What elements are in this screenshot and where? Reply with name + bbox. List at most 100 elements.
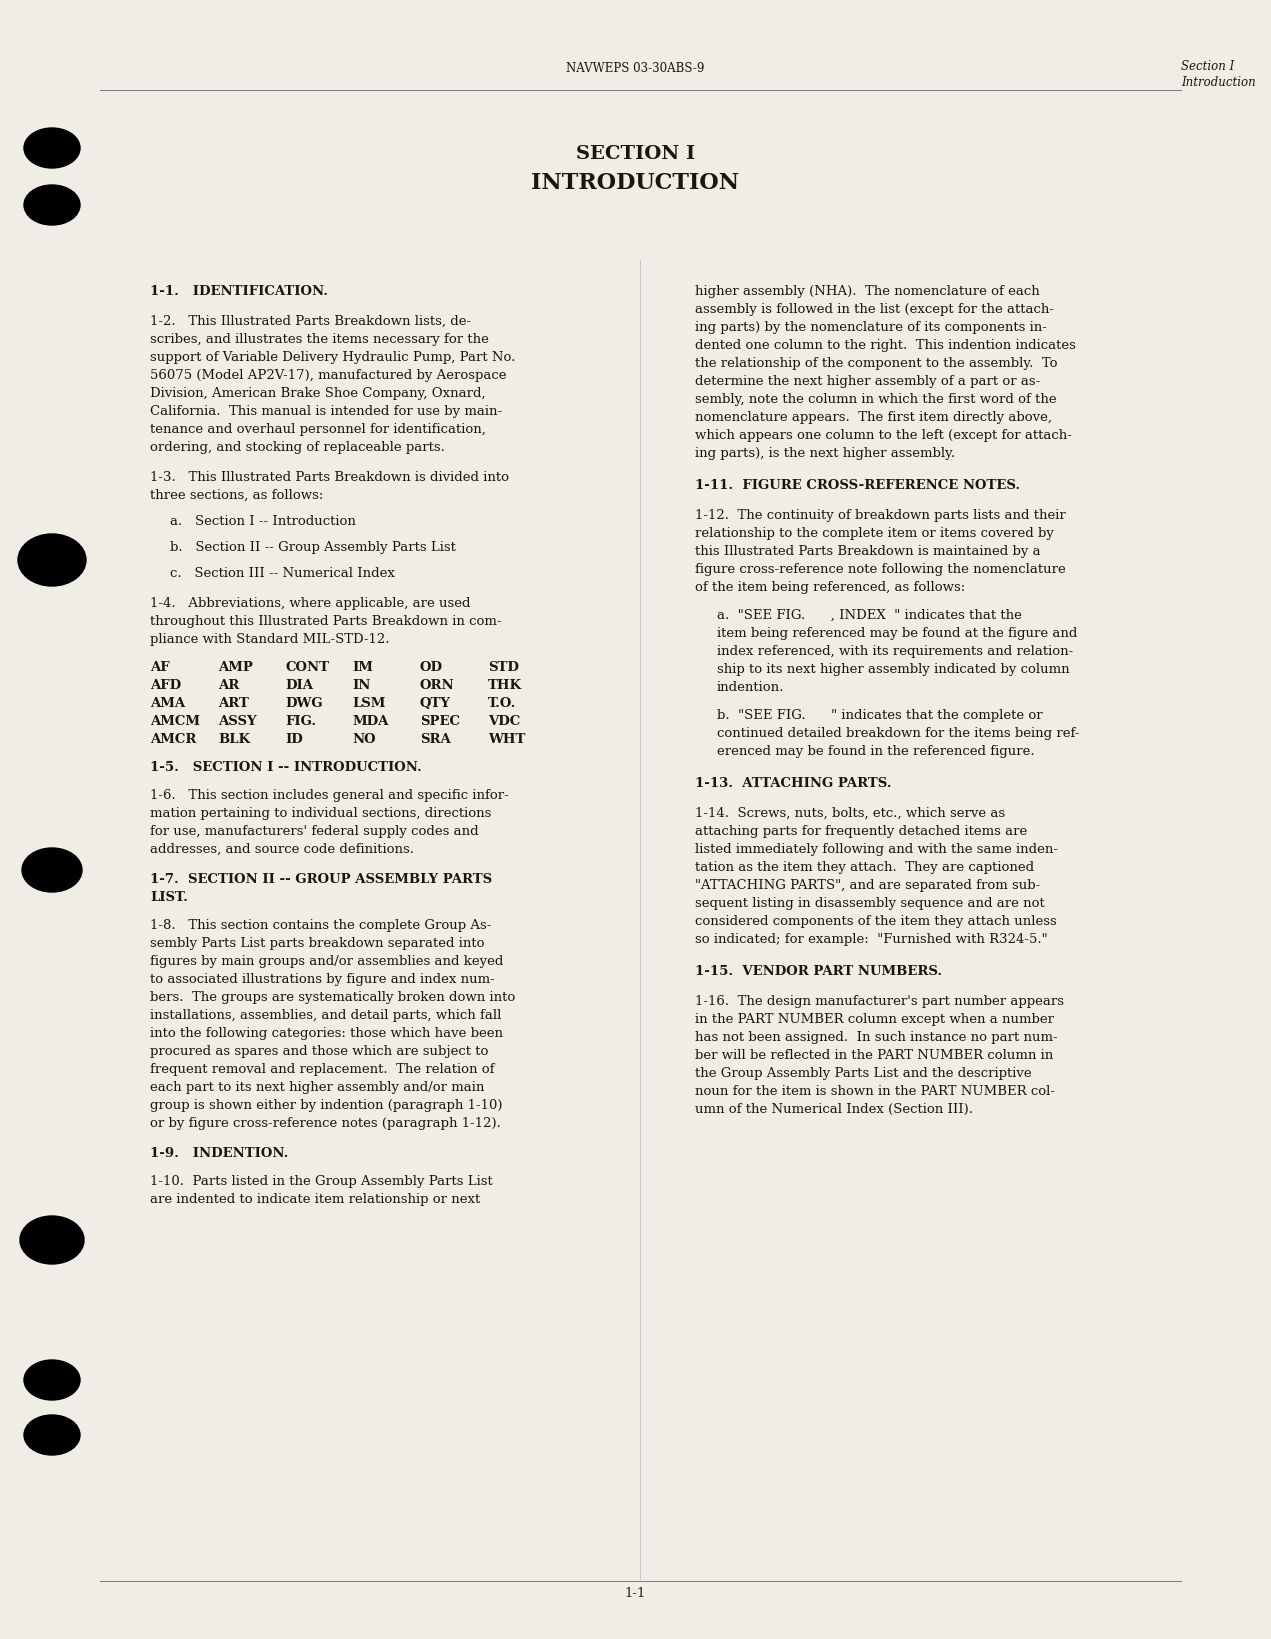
Text: are indented to indicate item relationship or next: are indented to indicate item relationsh… <box>150 1193 480 1206</box>
Text: IM: IM <box>352 661 372 674</box>
Text: T.O.: T.O. <box>488 697 516 710</box>
Text: LIST.: LIST. <box>150 892 188 905</box>
Text: for use, manufacturers' federal supply codes and: for use, manufacturers' federal supply c… <box>150 824 479 838</box>
Text: 1-4.   Abbreviations, where applicable, are used: 1-4. Abbreviations, where applicable, ar… <box>150 597 470 610</box>
Text: noun for the item is shown in the PART NUMBER col-: noun for the item is shown in the PART N… <box>695 1085 1055 1098</box>
Text: CONT: CONT <box>285 661 329 674</box>
Text: listed immediately following and with the same inden-: listed immediately following and with th… <box>695 842 1057 856</box>
Text: a.  "SEE FIG.      , INDEX  " indicates that the: a. "SEE FIG. , INDEX " indicates that th… <box>717 610 1022 621</box>
Text: ing parts), is the next higher assembly.: ing parts), is the next higher assembly. <box>695 447 955 461</box>
Text: AMA: AMA <box>150 697 186 710</box>
Text: each part to its next higher assembly and/or main: each part to its next higher assembly an… <box>150 1082 484 1093</box>
Text: attaching parts for frequently detached items are: attaching parts for frequently detached … <box>695 824 1027 838</box>
Text: NO: NO <box>352 733 376 746</box>
Text: this Illustrated Parts Breakdown is maintained by a: this Illustrated Parts Breakdown is main… <box>695 546 1041 557</box>
Text: ship to its next higher assembly indicated by column: ship to its next higher assembly indicat… <box>717 664 1070 675</box>
Text: the relationship of the component to the assembly.  To: the relationship of the component to the… <box>695 357 1057 370</box>
Text: AFD: AFD <box>150 679 182 692</box>
Text: which appears one column to the left (except for attach-: which appears one column to the left (ex… <box>695 429 1071 443</box>
Text: 1-1: 1-1 <box>625 1587 646 1600</box>
Text: sembly Parts List parts breakdown separated into: sembly Parts List parts breakdown separa… <box>150 938 484 951</box>
Ellipse shape <box>24 1360 80 1400</box>
Text: 1-5.   SECTION I -- INTRODUCTION.: 1-5. SECTION I -- INTRODUCTION. <box>150 760 422 774</box>
Text: 1-12.  The continuity of breakdown parts lists and their: 1-12. The continuity of breakdown parts … <box>695 510 1066 521</box>
Ellipse shape <box>22 847 83 892</box>
Text: BLK: BLK <box>219 733 250 746</box>
Text: 1-1.   IDENTIFICATION.: 1-1. IDENTIFICATION. <box>150 285 328 298</box>
Text: 1-11.  FIGURE CROSS-REFERENCE NOTES.: 1-11. FIGURE CROSS-REFERENCE NOTES. <box>695 479 1021 492</box>
Text: Division, American Brake Shoe Company, Oxnard,: Division, American Brake Shoe Company, O… <box>150 387 486 400</box>
Text: procured as spares and those which are subject to: procured as spares and those which are s… <box>150 1046 488 1059</box>
Text: 1-6.   This section includes general and specific infor-: 1-6. This section includes general and s… <box>150 788 508 801</box>
Text: frequent removal and replacement.  The relation of: frequent removal and replacement. The re… <box>150 1064 494 1075</box>
Text: addresses, and source code definitions.: addresses, and source code definitions. <box>150 842 414 856</box>
Text: SRA: SRA <box>419 733 451 746</box>
Text: three sections, as follows:: three sections, as follows: <box>150 488 323 502</box>
Text: the Group Assembly Parts List and the descriptive: the Group Assembly Parts List and the de… <box>695 1067 1032 1080</box>
Text: ART: ART <box>219 697 249 710</box>
Text: AMCR: AMCR <box>150 733 197 746</box>
Text: item being referenced may be found at the figure and: item being referenced may be found at th… <box>717 628 1078 639</box>
Text: 1-8.   This section contains the complete Group As-: 1-8. This section contains the complete … <box>150 919 492 933</box>
Text: AR: AR <box>219 679 239 692</box>
Text: installations, assemblies, and detail parts, which fall: installations, assemblies, and detail pa… <box>150 1010 501 1023</box>
Text: 1-2.   This Illustrated Parts Breakdown lists, de-: 1-2. This Illustrated Parts Breakdown li… <box>150 315 472 328</box>
Text: assembly is followed in the list (except for the attach-: assembly is followed in the list (except… <box>695 303 1054 316</box>
Text: b.   Section II -- Group Assembly Parts List: b. Section II -- Group Assembly Parts Li… <box>170 541 456 554</box>
Ellipse shape <box>18 534 86 587</box>
Text: scribes, and illustrates the items necessary for the: scribes, and illustrates the items neces… <box>150 333 489 346</box>
Text: INTRODUCTION: INTRODUCTION <box>531 172 740 193</box>
Text: figure cross-reference note following the nomenclature: figure cross-reference note following th… <box>695 564 1066 575</box>
Text: determine the next higher assembly of a part or as-: determine the next higher assembly of a … <box>695 375 1040 388</box>
Text: continued detailed breakdown for the items being ref-: continued detailed breakdown for the ite… <box>717 728 1079 739</box>
Ellipse shape <box>24 185 80 225</box>
Text: Introduction: Introduction <box>1181 75 1256 89</box>
Text: AF: AF <box>150 661 169 674</box>
Text: VDC: VDC <box>488 715 520 728</box>
Text: NAVWEPS 03-30ABS-9: NAVWEPS 03-30ABS-9 <box>567 62 704 75</box>
Text: DWG: DWG <box>285 697 323 710</box>
Text: ber will be reflected in the PART NUMBER column in: ber will be reflected in the PART NUMBER… <box>695 1049 1054 1062</box>
Text: into the following categories: those which have been: into the following categories: those whi… <box>150 1028 503 1041</box>
Text: SPEC: SPEC <box>419 715 460 728</box>
Text: nomenclature appears.  The first item directly above,: nomenclature appears. The first item dir… <box>695 411 1052 425</box>
Text: ASSY: ASSY <box>219 715 257 728</box>
Text: LSM: LSM <box>352 697 385 710</box>
Text: higher assembly (NHA).  The nomenclature of each: higher assembly (NHA). The nomenclature … <box>695 285 1040 298</box>
Text: erenced may be found in the referenced figure.: erenced may be found in the referenced f… <box>717 746 1035 757</box>
Text: 1-14.  Screws, nuts, bolts, etc., which serve as: 1-14. Screws, nuts, bolts, etc., which s… <box>695 806 1005 820</box>
Text: MDA: MDA <box>352 715 389 728</box>
Text: of the item being referenced, as follows:: of the item being referenced, as follows… <box>695 580 965 593</box>
Text: Section I: Section I <box>1181 61 1234 74</box>
Text: AMP: AMP <box>219 661 253 674</box>
Text: SECTION I: SECTION I <box>576 144 695 162</box>
Text: 1-16.  The design manufacturer's part number appears: 1-16. The design manufacturer's part num… <box>695 995 1064 1008</box>
Text: indention.: indention. <box>717 680 784 693</box>
Text: THK: THK <box>488 679 522 692</box>
Text: figures by main groups and/or assemblies and keyed: figures by main groups and/or assemblies… <box>150 956 503 969</box>
Text: 1-7.  SECTION II -- GROUP ASSEMBLY PARTS: 1-7. SECTION II -- GROUP ASSEMBLY PARTS <box>150 874 492 887</box>
Text: tation as the item they attach.  They are captioned: tation as the item they attach. They are… <box>695 860 1035 874</box>
Text: 1-9.   INDENTION.: 1-9. INDENTION. <box>150 1147 289 1160</box>
Text: ID: ID <box>285 733 302 746</box>
Text: tenance and overhaul personnel for identification,: tenance and overhaul personnel for ident… <box>150 423 486 436</box>
Text: index referenced, with its requirements and relation-: index referenced, with its requirements … <box>717 646 1073 657</box>
Text: FIG.: FIG. <box>285 715 316 728</box>
Text: California.  This manual is intended for use by main-: California. This manual is intended for … <box>150 405 502 418</box>
Text: DIA: DIA <box>285 679 313 692</box>
Text: throughout this Illustrated Parts Breakdown in com-: throughout this Illustrated Parts Breakd… <box>150 615 502 628</box>
Text: ordering, and stocking of replaceable parts.: ordering, and stocking of replaceable pa… <box>150 441 445 454</box>
Text: 1-13.  ATTACHING PARTS.: 1-13. ATTACHING PARTS. <box>695 777 891 790</box>
Text: ing parts) by the nomenclature of its components in-: ing parts) by the nomenclature of its co… <box>695 321 1047 334</box>
Text: in the PART NUMBER column except when a number: in the PART NUMBER column except when a … <box>695 1013 1054 1026</box>
Ellipse shape <box>24 1414 80 1455</box>
Text: ORN: ORN <box>419 679 455 692</box>
Text: STD: STD <box>488 661 519 674</box>
Ellipse shape <box>24 128 80 169</box>
Text: 1-3.   This Illustrated Parts Breakdown is divided into: 1-3. This Illustrated Parts Breakdown is… <box>150 470 508 484</box>
Text: 1-10.  Parts listed in the Group Assembly Parts List: 1-10. Parts listed in the Group Assembly… <box>150 1175 493 1188</box>
Text: mation pertaining to individual sections, directions: mation pertaining to individual sections… <box>150 806 492 820</box>
Text: or by figure cross-reference notes (paragraph 1-12).: or by figure cross-reference notes (para… <box>150 1118 501 1129</box>
Text: AMCM: AMCM <box>150 715 200 728</box>
Text: so indicated; for example:  "Furnished with R324-5.": so indicated; for example: "Furnished wi… <box>695 933 1047 946</box>
